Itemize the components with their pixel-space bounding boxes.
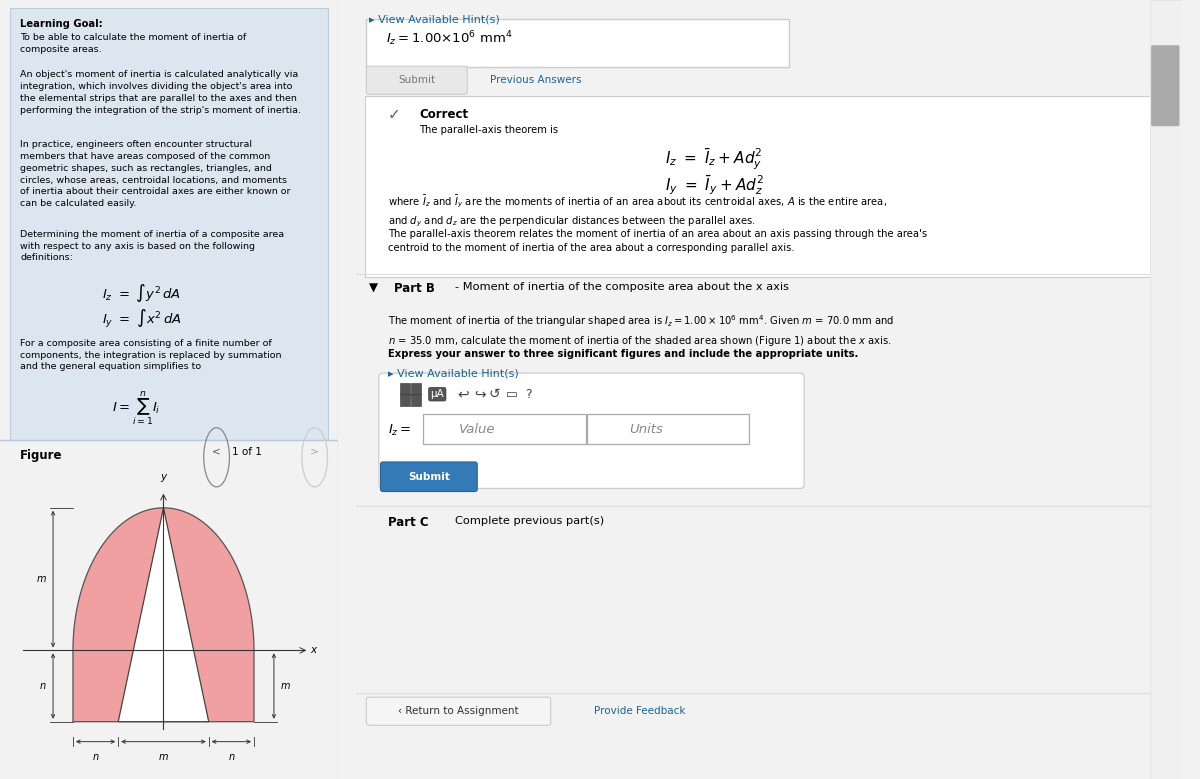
Text: Provide Feedback: Provide Feedback: [594, 707, 685, 716]
Text: Correct: Correct: [419, 108, 468, 121]
Text: To be able to calculate the moment of inertia of
composite areas.: To be able to calculate the moment of in…: [20, 33, 246, 55]
Text: ✓: ✓: [388, 107, 401, 122]
Text: >: >: [311, 447, 319, 456]
Text: Express your answer to three significant figures and include the appropriate uni: Express your answer to three significant…: [388, 349, 858, 359]
Text: Learning Goal:: Learning Goal:: [20, 19, 103, 30]
FancyBboxPatch shape: [366, 66, 467, 94]
Text: ↩: ↩: [457, 387, 469, 401]
Text: Part B: Part B: [394, 282, 434, 295]
Text: In practice, engineers often encounter structural
members that have areas compos: In practice, engineers often encounter s…: [20, 140, 290, 208]
Text: For a composite area consisting of a finite number of
components, the integratio: For a composite area consisting of a fin…: [20, 339, 282, 372]
Text: ▭: ▭: [505, 388, 517, 400]
FancyBboxPatch shape: [400, 382, 409, 395]
Text: - Moment of inertia of the composite area about the x axis: - Moment of inertia of the composite are…: [455, 282, 788, 292]
Text: Complete previous part(s): Complete previous part(s): [455, 516, 604, 526]
Text: Previous Answers: Previous Answers: [490, 76, 581, 85]
Text: Part C: Part C: [388, 516, 428, 529]
FancyBboxPatch shape: [1151, 45, 1180, 126]
Text: ▼: ▼: [368, 282, 378, 295]
Text: The parallel-axis theorem relates the moment of inertia of an area about an axis: The parallel-axis theorem relates the mo…: [388, 229, 928, 253]
Text: $I_z = 1.00{\times}10^6\ \mathrm{mm}^4$: $I_z = 1.00{\times}10^6\ \mathrm{mm}^4$: [385, 30, 512, 48]
Polygon shape: [119, 508, 209, 721]
Text: $I_z \ = \ \bar{I}_{z} + Ad_y^2$: $I_z \ = \ \bar{I}_{z} + Ad_y^2$: [665, 146, 762, 172]
FancyBboxPatch shape: [587, 414, 749, 444]
Text: Determining the moment of inertia of a composite area
with respect to any axis i: Determining the moment of inertia of a c…: [20, 230, 284, 263]
Text: where $\bar{I}_{z}$ and $\bar{I}_{y}$ are the moments of inertia of an area abou: where $\bar{I}_{z}$ and $\bar{I}_{y}$ ar…: [388, 193, 887, 229]
FancyBboxPatch shape: [424, 414, 586, 444]
Text: The moment of inertia of the triangular shaped area is $I_z = 1.00 \times 10^6\ : The moment of inertia of the triangular …: [388, 313, 894, 348]
Text: Submit: Submit: [398, 76, 436, 85]
Text: ▸ View Available Hint(s): ▸ View Available Hint(s): [368, 14, 499, 24]
Text: Value: Value: [460, 423, 496, 435]
Text: $I_z \ = \ \int y^2\,dA$: $I_z \ = \ \int y^2\,dA$: [102, 282, 181, 304]
FancyBboxPatch shape: [366, 19, 790, 67]
FancyBboxPatch shape: [412, 393, 421, 406]
Text: ‹ Return to Assignment: ‹ Return to Assignment: [397, 707, 518, 716]
Text: m: m: [281, 681, 290, 691]
FancyBboxPatch shape: [412, 382, 421, 395]
Text: n: n: [40, 681, 46, 691]
Text: μA: μA: [431, 390, 444, 399]
Text: $I = \sum_{i=1}^{n} I_i$: $I = \sum_{i=1}^{n} I_i$: [112, 390, 160, 428]
Text: Submit: Submit: [408, 472, 450, 481]
FancyBboxPatch shape: [380, 462, 478, 492]
Text: m: m: [36, 574, 46, 584]
Text: x: x: [310, 646, 317, 655]
Text: The parallel-axis theorem is: The parallel-axis theorem is: [419, 125, 558, 135]
FancyBboxPatch shape: [366, 697, 551, 725]
FancyBboxPatch shape: [365, 96, 1162, 277]
Text: Figure: Figure: [20, 449, 62, 463]
Text: $I_y \ = \ \bar{I}_{y} + Ad_z^2$: $I_y \ = \ \bar{I}_{y} + Ad_z^2$: [665, 173, 764, 196]
Text: An object's moment of inertia is calculated analytically via
integration, which : An object's moment of inertia is calcula…: [20, 70, 301, 115]
Text: $I_y \ = \ \int x^2\,dA$: $I_y \ = \ \int x^2\,dA$: [102, 308, 181, 330]
FancyBboxPatch shape: [1151, 0, 1182, 779]
Text: n: n: [92, 752, 98, 762]
Text: 1 of 1: 1 of 1: [232, 447, 262, 456]
Text: ▸ View Available Hint(s): ▸ View Available Hint(s): [388, 368, 518, 379]
Text: <: <: [212, 447, 221, 456]
Text: ↪: ↪: [474, 387, 486, 401]
Text: Units: Units: [630, 423, 664, 435]
Polygon shape: [73, 508, 254, 721]
Text: $I_z =$: $I_z =$: [388, 422, 412, 438]
Text: ?: ?: [524, 388, 532, 400]
FancyBboxPatch shape: [10, 8, 329, 440]
FancyBboxPatch shape: [400, 393, 409, 406]
Text: m: m: [158, 752, 168, 762]
Text: y: y: [161, 472, 167, 482]
FancyBboxPatch shape: [379, 373, 804, 488]
Text: ↺: ↺: [488, 387, 500, 401]
Text: n: n: [228, 752, 234, 762]
